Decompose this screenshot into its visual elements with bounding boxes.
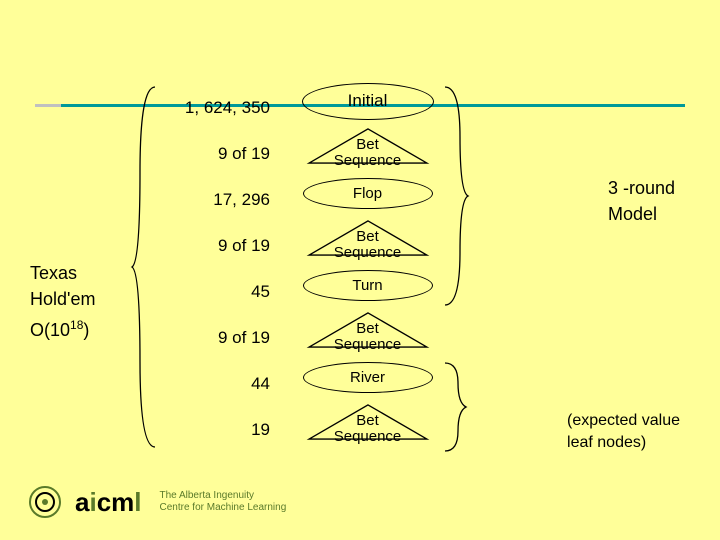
- shape-r2: Flop: [300, 170, 435, 216]
- t: cm: [97, 487, 135, 517]
- t: l: [134, 487, 141, 517]
- left-l2: Hold'em: [30, 286, 95, 312]
- t: Bet: [356, 228, 379, 245]
- rt-l2: Model: [608, 201, 675, 227]
- num-r3: 9 of 19: [170, 223, 270, 269]
- shape-r6: River: [300, 354, 435, 400]
- label-river: River: [350, 369, 385, 386]
- num-r5: 9 of 19: [170, 315, 270, 361]
- t: i: [89, 487, 96, 517]
- tri-label1: BetSequence: [304, 137, 432, 169]
- t: Bet: [356, 320, 379, 337]
- t: O(10: [30, 320, 70, 340]
- tri-label2: BetSequence: [304, 229, 432, 261]
- tri-label4: BetSequence: [304, 413, 432, 445]
- label-initial: Initial: [348, 91, 388, 111]
- left-l1: Texas: [30, 260, 95, 286]
- t: ): [83, 320, 89, 340]
- ellipse-flop: Flop: [303, 178, 433, 209]
- ls1: The Alberta Ingenuity: [160, 490, 287, 502]
- num-r2: 17, 296: [170, 177, 270, 223]
- triangle-bet3: BetSequence: [304, 311, 432, 351]
- num-r1: 9 of 19: [170, 131, 270, 177]
- left-bracket: [130, 82, 160, 452]
- num-r7: 19: [170, 407, 270, 453]
- right-top-bracket: [440, 82, 470, 310]
- logo: aicml The Alberta Ingenuity Centre for M…: [25, 482, 286, 522]
- ellipse-river: River: [303, 362, 433, 393]
- shape-r4: Turn: [300, 262, 435, 308]
- slide-root: 1, 624, 350 9 of 19 17, 296 9 of 19 45 9…: [0, 0, 720, 540]
- shapes-column: Initial BetSequence Flop BetSequence Tur…: [300, 78, 435, 446]
- shape-r0: Initial: [300, 78, 435, 124]
- t: a: [75, 487, 89, 517]
- shape-r7: BetSequence: [300, 400, 435, 446]
- rb-l1: (expected value: [567, 410, 680, 432]
- shape-r1: BetSequence: [300, 124, 435, 170]
- t: Sequence: [334, 152, 402, 169]
- logo-text: aicml: [75, 487, 142, 518]
- triangle-bet2: BetSequence: [304, 219, 432, 259]
- left-l3: O(1018): [30, 312, 95, 343]
- shape-r3: BetSequence: [300, 216, 435, 262]
- ellipse-turn: Turn: [303, 270, 433, 301]
- rt-l1: 3 -round: [608, 175, 675, 201]
- t: Bet: [356, 136, 379, 153]
- t: Sequence: [334, 244, 402, 261]
- rb-l2: leaf nodes): [567, 432, 680, 454]
- right-top-label: 3 -round Model: [608, 175, 675, 227]
- triangle-bet4: BetSequence: [304, 403, 432, 443]
- t: Sequence: [334, 336, 402, 353]
- logo-icon: [25, 482, 65, 522]
- num-r4: 45: [170, 269, 270, 315]
- ls2: Centre for Machine Learning: [160, 502, 287, 514]
- tri-label3: BetSequence: [304, 321, 432, 353]
- num-r6: 44: [170, 361, 270, 407]
- numbers-column: 1, 624, 350 9 of 19 17, 296 9 of 19 45 9…: [170, 85, 270, 453]
- label-flop: Flop: [353, 185, 382, 202]
- t: 18: [70, 318, 83, 332]
- triangle-bet1: BetSequence: [304, 127, 432, 167]
- t: Sequence: [334, 428, 402, 445]
- shape-r5: BetSequence: [300, 308, 435, 354]
- t: Bet: [356, 412, 379, 429]
- num-r0: 1, 624, 350: [170, 85, 270, 131]
- right-bot-label: (expected value leaf nodes): [567, 410, 680, 454]
- logo-subtitle: The Alberta Ingenuity Centre for Machine…: [160, 490, 287, 514]
- ellipse-initial: Initial: [302, 83, 434, 120]
- left-label: Texas Hold'em O(1018): [30, 260, 95, 343]
- label-turn: Turn: [352, 277, 382, 294]
- right-bot-bracket: [440, 358, 470, 456]
